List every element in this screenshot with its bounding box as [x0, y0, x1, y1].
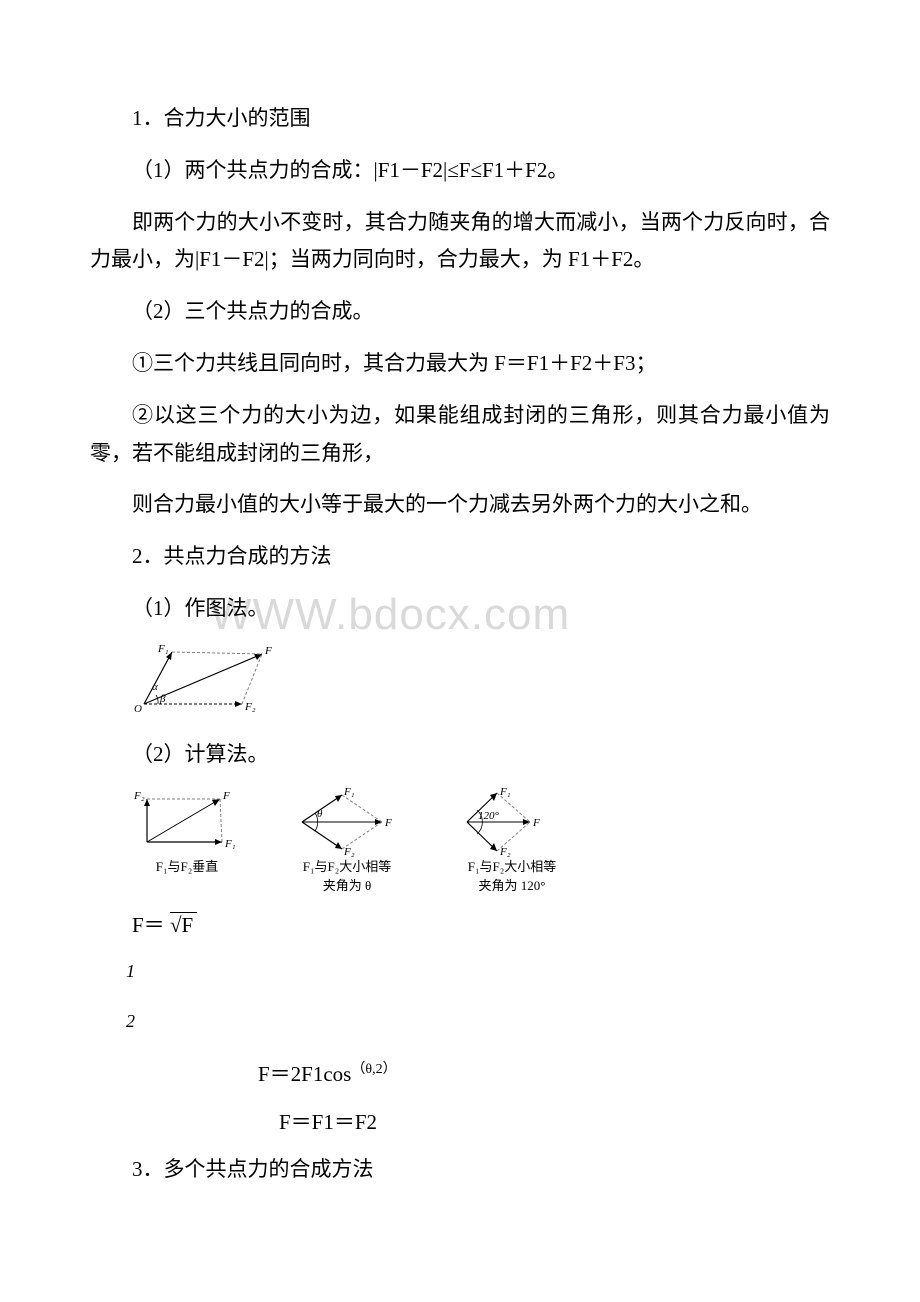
calc-diagram-3-caption2: 夹角为 120°	[479, 878, 546, 895]
section2-p1: （1）作图法。	[90, 590, 830, 628]
label-alpha: α	[152, 681, 158, 693]
label-F2: F₂	[244, 701, 256, 713]
svg-text:F₂: F₂	[343, 846, 355, 857]
calc-diagram-2-caption1: F₁与F₂大小相等	[303, 859, 392, 876]
formula1-sqrt: √F	[170, 912, 197, 937]
svg-text:F: F	[532, 817, 540, 829]
formula1: F＝ √F	[132, 907, 830, 945]
section1-title: 1．合力大小的范围	[90, 100, 830, 138]
section2-title: 2．共点力合成的方法	[90, 538, 830, 576]
calc-diagram-1-caption: F₁与F₂垂直	[156, 859, 219, 876]
parallelogram-diagram: O F₂ F₁ F α β	[132, 642, 830, 730]
formula2: F＝2F1cos（θ,2）	[258, 1056, 830, 1094]
svg-text:F: F	[222, 790, 230, 802]
calc-diagram-2: F₁ F₂ F θ F₁与F₂大小相等 夹角为 θ	[287, 787, 407, 895]
calc-diagrams-row: F₁ F₂ F F₁与F₂垂直 F₁ F₂	[132, 787, 830, 895]
formula2-text: F＝2F1cos	[258, 1062, 351, 1086]
label-F: F	[264, 645, 272, 657]
document-content: 1．合力大小的范围 （1）两个共点力的合成：|F1－F2|≤F≤F1＋F2。 即…	[90, 100, 830, 1189]
formula1-prefix: F＝	[132, 913, 165, 937]
formula3: F＝F1＝F2	[279, 1104, 830, 1142]
section3-title: 3．多个共点力的合成方法	[90, 1151, 830, 1189]
section1-p6: 则合力最小值的大小等于最大的一个力减去另外两个力的大小之和。	[90, 486, 830, 524]
section1-p1: （1）两个共点力的合成：|F1－F2|≤F≤F1＋F2。	[90, 152, 830, 190]
label-beta: β	[159, 693, 166, 705]
formula1-sub2: 2	[126, 1005, 830, 1037]
label-O: O	[134, 703, 142, 715]
svg-text:θ: θ	[317, 808, 323, 820]
svg-text:F₁: F₁	[343, 787, 355, 798]
svg-text:F₁: F₁	[224, 838, 236, 850]
calc-diagram-3: F₁ F₂ F 120° F₁与F₂大小相等 夹角为 120°	[452, 787, 572, 895]
label-F1: F₁	[157, 643, 169, 655]
svg-text:F₂: F₂	[133, 790, 145, 802]
formula1-sub1: 1	[126, 955, 830, 987]
section1-p4: ①三个力共线且同向时，其合力最大为 F＝F1＋F2＋F3；	[90, 345, 830, 383]
section1-p5: ②以这三个力的大小为边，如果能组成封闭的三角形，则其合力最小值为零，若不能组成封…	[90, 397, 830, 473]
svg-text:120°: 120°	[478, 810, 500, 822]
formula-block-1: F＝ √F 1 2	[90, 907, 830, 1038]
calc-diagram-1: F₁ F₂ F F₁与F₂垂直	[132, 787, 242, 876]
section1-p3: （2）三个共点力的合成。	[90, 293, 830, 331]
calc-diagram-3-caption1: F₁与F₂大小相等	[468, 859, 557, 876]
section1-p2: 即两个力的大小不变时，其合力随夹角的增大而减小，当两个力反向时，合力最小，为|F…	[90, 204, 830, 280]
calc-diagram-2-caption2: 夹角为 θ	[323, 878, 371, 895]
formula2-sup: （θ,2）	[351, 1062, 396, 1077]
svg-text:F: F	[384, 817, 392, 829]
section2-p2: （2）计算法。	[90, 736, 830, 774]
